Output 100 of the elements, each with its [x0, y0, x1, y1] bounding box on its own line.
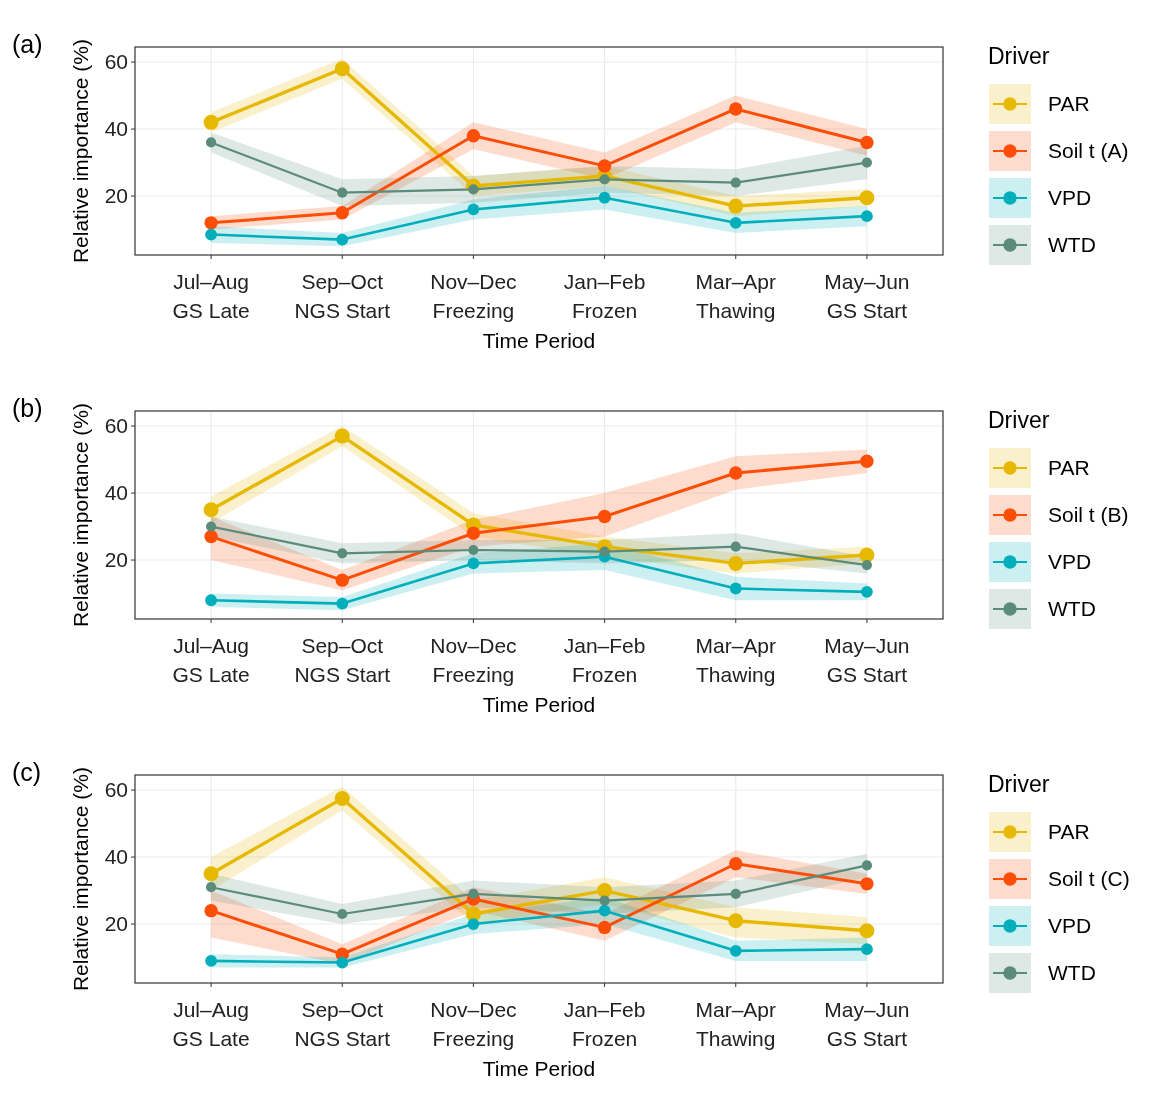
point — [205, 594, 217, 607]
point — [466, 129, 481, 143]
point — [728, 555, 744, 571]
legend-label: PAR — [1048, 92, 1090, 116]
point — [859, 190, 875, 206]
x-tick-label: May–Jun GS Start — [824, 998, 910, 1050]
point — [861, 943, 873, 956]
point — [598, 904, 611, 917]
x-axis-title: Time Period — [482, 693, 596, 716]
point — [467, 203, 480, 216]
y-tick-label: 20 — [104, 184, 128, 208]
point — [203, 866, 219, 882]
y-axis-title: Relative importance (%) — [69, 766, 92, 992]
y-tick-label: 60 — [104, 50, 128, 74]
x-tick-label: Jan–Feb Frozen — [563, 634, 646, 686]
point — [334, 428, 350, 444]
legend-label: PAR — [1048, 820, 1090, 844]
point — [599, 174, 610, 185]
point — [336, 597, 349, 610]
point — [729, 582, 742, 595]
point — [860, 877, 874, 891]
x-tick-label: Nov–Dec Freezing — [430, 998, 517, 1050]
point — [861, 210, 873, 223]
point — [860, 454, 874, 468]
point — [468, 184, 479, 195]
point — [337, 548, 348, 559]
y-tick-label: 40 — [104, 845, 128, 869]
y-axis-title: Relative importance (%) — [69, 402, 92, 628]
point — [337, 908, 348, 920]
point — [337, 187, 348, 198]
x-tick-label: May–Jun GS Start — [824, 270, 910, 322]
chart-title: (a) — [12, 30, 43, 58]
x-tick-label: Sep–Oct NGS Start — [294, 634, 391, 686]
legend-label: Soil t (B) — [1048, 503, 1129, 527]
y-tick-label: 40 — [104, 117, 128, 141]
legend-label: VPD — [1048, 550, 1092, 574]
point — [729, 466, 743, 480]
point — [336, 956, 349, 969]
point — [597, 159, 612, 173]
point — [466, 526, 481, 540]
point — [728, 198, 744, 214]
point — [861, 559, 873, 571]
point — [205, 137, 217, 148]
y-tick-label: 20 — [104, 548, 128, 572]
point — [204, 529, 218, 544]
y-tick-label: 60 — [104, 778, 128, 802]
point — [204, 903, 218, 918]
y-tick-label: 20 — [104, 912, 128, 936]
point — [336, 233, 349, 246]
x-tick-label: Nov–Dec Freezing — [430, 270, 517, 322]
point — [204, 216, 218, 230]
legend-title: Driver — [988, 43, 1050, 69]
point — [729, 944, 742, 957]
point — [334, 790, 350, 806]
legend-label: PAR — [1048, 456, 1090, 480]
point — [597, 883, 613, 899]
x-tick-label: Jul–Aug GS Late — [172, 998, 250, 1050]
point — [730, 177, 741, 188]
x-tick-label: Sep–Oct NGS Start — [294, 998, 391, 1050]
point — [203, 114, 219, 130]
x-axis-title: Time Period — [482, 1057, 596, 1080]
point — [729, 102, 743, 116]
point — [467, 918, 480, 930]
point — [860, 135, 874, 150]
x-tick-label: Mar–Apr Thawing — [695, 270, 777, 322]
point — [597, 509, 612, 524]
point — [598, 191, 611, 204]
y-tick-label: 60 — [104, 414, 128, 438]
x-tick-label: Sep–Oct NGS Start — [294, 270, 391, 322]
point — [335, 206, 349, 220]
point — [730, 541, 741, 552]
legend-label: WTD — [1048, 597, 1096, 621]
legend-title: Driver — [988, 407, 1050, 433]
x-tick-label: Mar–Apr Thawing — [695, 998, 777, 1050]
x-tick-label: Jan–Feb Frozen — [563, 998, 646, 1050]
x-tick-label: Jan–Feb Frozen — [563, 270, 646, 322]
point — [203, 502, 219, 518]
legend-label: VPD — [1048, 914, 1092, 938]
x-tick-label: Mar–Apr Thawing — [695, 634, 777, 686]
point — [468, 888, 479, 900]
point — [729, 857, 743, 871]
point — [861, 157, 873, 168]
point — [861, 585, 873, 598]
point — [468, 544, 479, 556]
point — [730, 888, 741, 900]
point — [205, 882, 217, 893]
y-tick-label: 40 — [104, 481, 128, 505]
chart-title: (b) — [12, 394, 43, 422]
x-axis-title: Time Period — [482, 329, 596, 352]
x-tick-label: Jul–Aug GS Late — [172, 270, 250, 322]
point — [729, 216, 742, 229]
point — [205, 521, 217, 532]
legend-label: WTD — [1048, 961, 1096, 985]
legend-label: VPD — [1048, 186, 1092, 210]
y-axis-title: Relative importance (%) — [69, 38, 92, 264]
point — [335, 573, 349, 587]
point — [467, 557, 480, 570]
legend-label: Soil t (C) — [1048, 867, 1130, 891]
chart-title: (c) — [12, 758, 42, 786]
point — [205, 228, 217, 241]
